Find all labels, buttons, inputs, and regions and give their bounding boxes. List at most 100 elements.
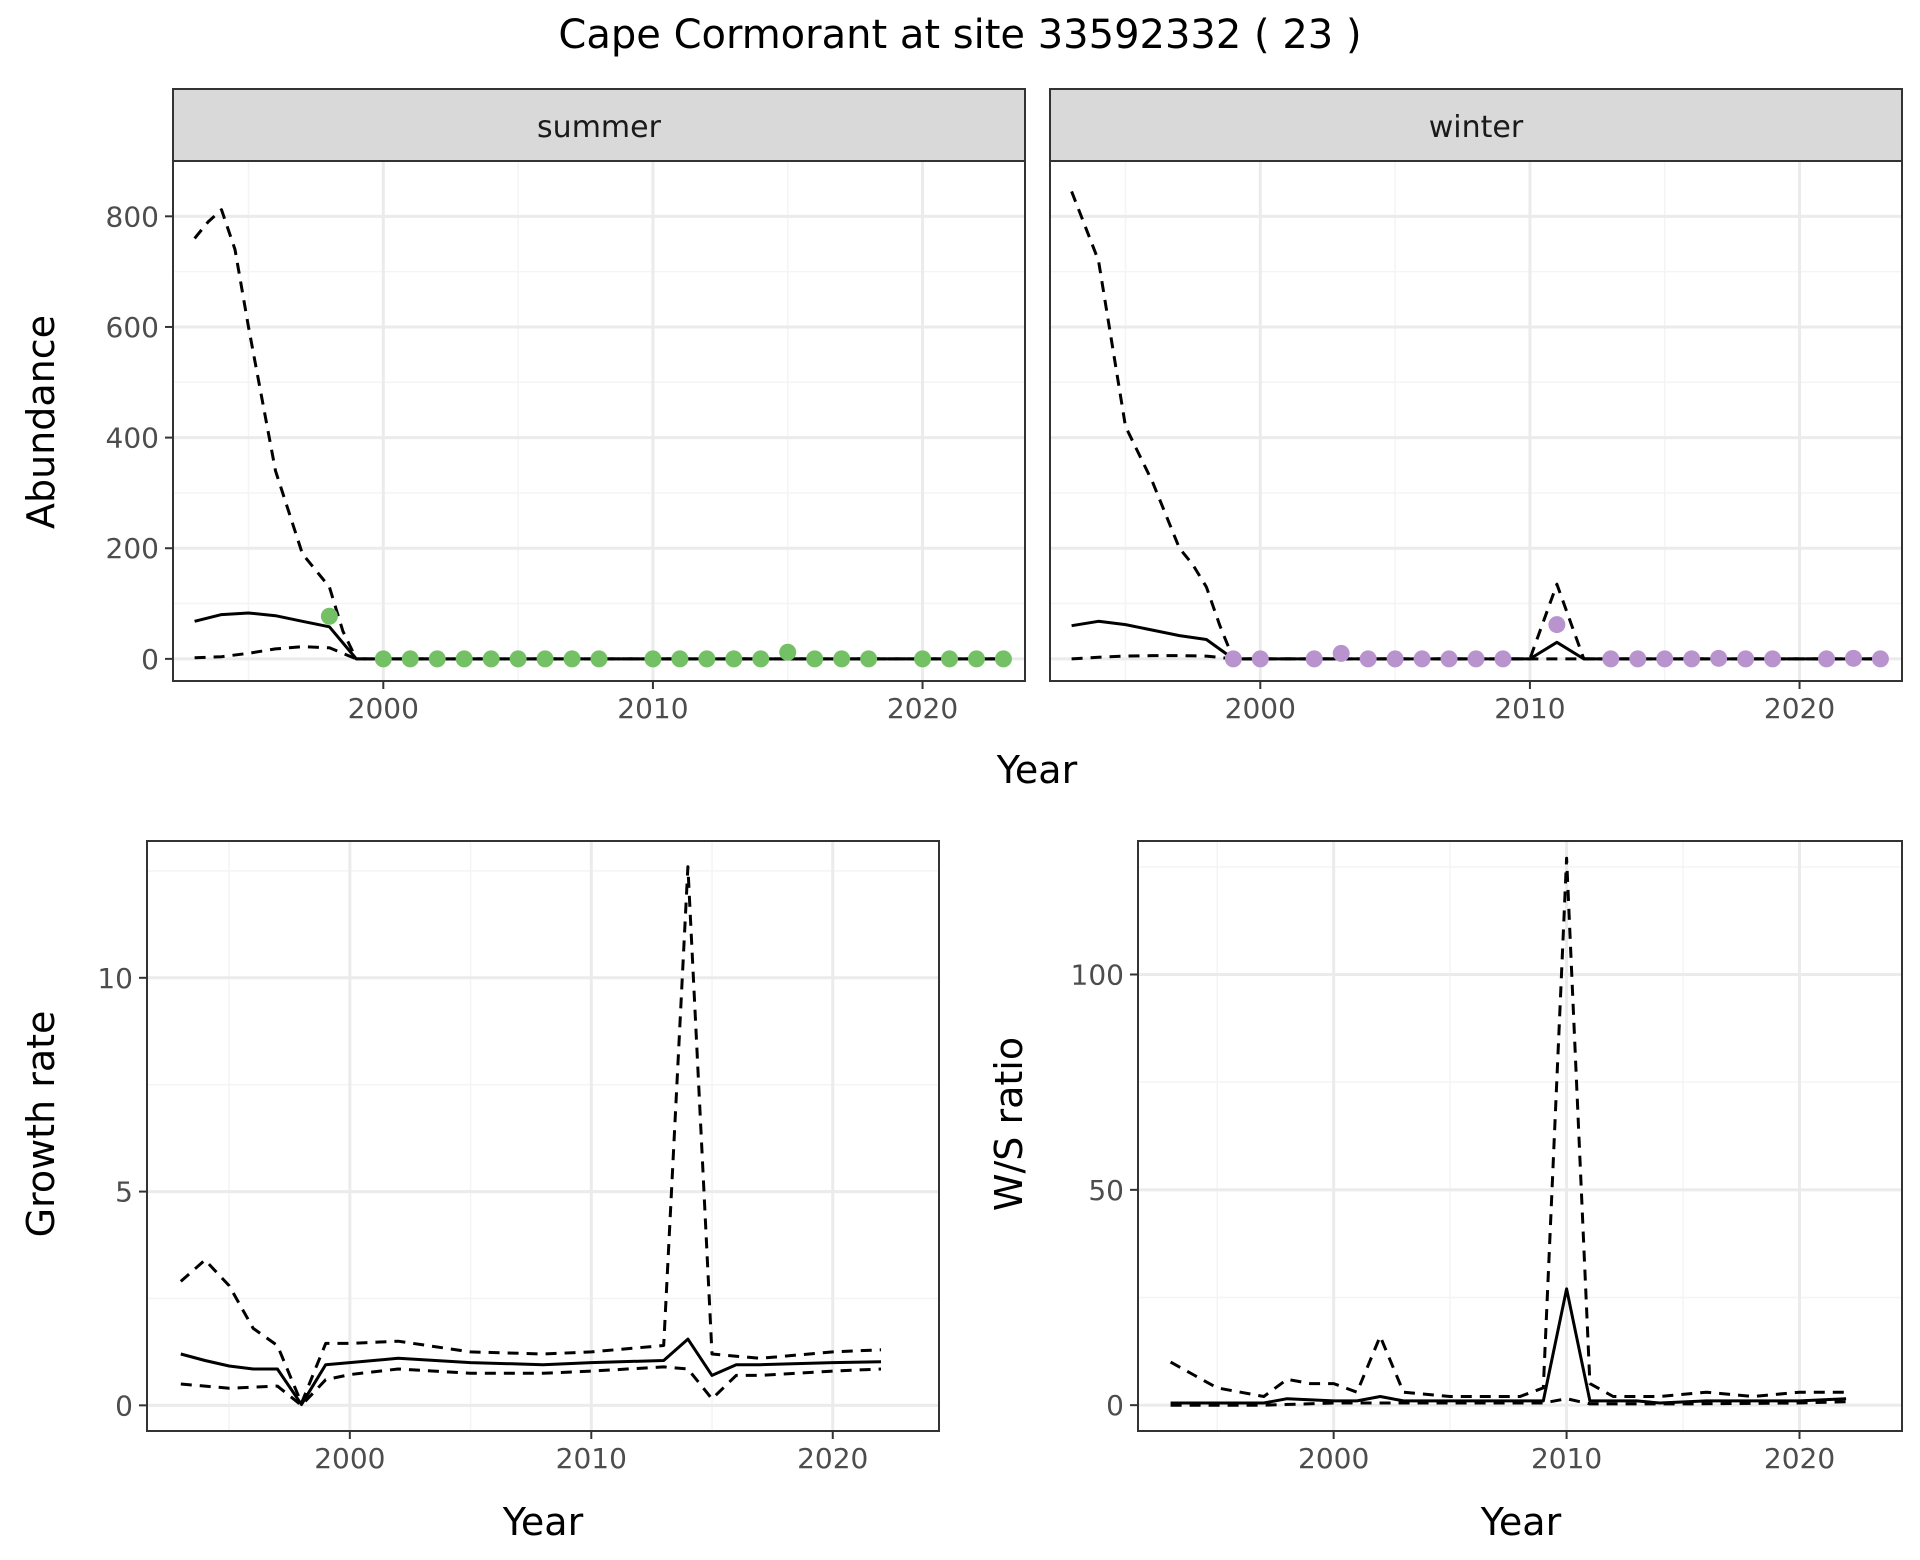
observed-point — [1467, 650, 1485, 668]
observed-point — [1440, 650, 1458, 668]
y-tick-label: 600 — [106, 311, 159, 344]
abundance-y-axis-title: Abundance — [19, 315, 63, 529]
observed-point — [779, 643, 797, 661]
observed-point — [455, 650, 473, 668]
x-tick-label: 2010 — [1531, 1442, 1602, 1475]
observed-point — [1413, 650, 1431, 668]
x-tick-label: 2020 — [797, 1442, 868, 1475]
winter-strip-label: winter — [1429, 110, 1524, 145]
observed-point — [536, 650, 554, 668]
estimate-line — [180, 1337, 882, 1406]
observed-point — [1332, 644, 1350, 662]
lower-bound-line — [1170, 1397, 1847, 1407]
upper-bound-line — [179, 865, 882, 1405]
observed-point — [1710, 649, 1728, 667]
observed-point — [1305, 650, 1323, 668]
y-tick-label: 50 — [1088, 1174, 1124, 1207]
observed-point — [914, 650, 932, 668]
observed-point — [1251, 650, 1269, 668]
observed-point — [1844, 649, 1862, 667]
observed-point — [1818, 650, 1836, 668]
plot-border — [146, 840, 940, 1432]
y-tick-label: 10 — [97, 962, 133, 995]
observed-point — [806, 650, 824, 668]
winter-plot: 2000 2010 2020 — [1049, 160, 1903, 725]
observed-point — [1764, 650, 1782, 668]
summer-strip — [172, 88, 1026, 162]
winter-facet: winter 2000 2010 2020 — [1049, 88, 1903, 725]
observed-point — [1386, 650, 1404, 668]
chart-title: Cape Cormorant at site 33592332 ( 23 ) — [558, 12, 1361, 58]
observed-point — [509, 650, 527, 668]
observed-point — [401, 650, 419, 668]
y-tick-label: 800 — [106, 200, 159, 233]
plot-border — [1137, 840, 1903, 1432]
x-tick-label: 2010 — [1494, 692, 1565, 725]
growth-y-axis-title: Growth rate — [19, 1011, 63, 1238]
observed-point — [1656, 650, 1674, 668]
series-lines — [1169, 856, 1847, 1407]
lower-bound-line — [180, 1365, 882, 1407]
x-tick-label: 2000 — [314, 1442, 385, 1475]
plot-background — [173, 161, 1025, 681]
abundance-x-axis-title: Year — [996, 748, 1078, 792]
observed-point — [1629, 650, 1647, 668]
plot-background — [1138, 841, 1902, 1431]
observed-point — [1224, 650, 1242, 668]
winter-strip — [1049, 88, 1903, 162]
x-tick-label: 2020 — [1764, 692, 1835, 725]
x-tick-label: 2000 — [348, 692, 419, 725]
observed-point — [590, 650, 608, 668]
observed-point — [1683, 650, 1701, 668]
observed-point — [833, 650, 851, 668]
plot-background — [1050, 161, 1902, 681]
observed-point — [1548, 616, 1566, 634]
x-tick-label: 2020 — [1764, 1442, 1835, 1475]
x-tick-label: 2000 — [1298, 1442, 1369, 1475]
observed-point — [1737, 650, 1755, 668]
y-tick-label: 0 — [141, 643, 159, 676]
plot-background — [147, 841, 939, 1431]
observed-point — [428, 650, 446, 668]
y-tick-label: 5 — [115, 1176, 133, 1209]
estimate-line — [1170, 1287, 1847, 1405]
ratio-y-axis-title: W/S ratio — [987, 1037, 1031, 1211]
observed-point — [967, 650, 985, 668]
growth-plot: 2000 2010 2020 0 5 10 — [97, 840, 940, 1475]
x-tick-label: 2010 — [556, 1442, 627, 1475]
ratio-x-axis-title: Year — [1480, 1500, 1562, 1544]
observed-point — [1602, 650, 1620, 668]
observed-point — [1359, 650, 1377, 668]
growth-x-axis-title: Year — [502, 1500, 584, 1544]
ratio-plot: 2000 2010 2020 0 50 100 — [1071, 840, 1903, 1475]
abundance-panel: summer 2000 2010 2020 0 200 400 600 800 winter … — [19, 88, 1903, 792]
x-tick-label: 2010 — [617, 692, 688, 725]
observed-point — [752, 650, 770, 668]
ratio-panel: 2000 2010 2020 0 50 100 Year W/S ratio — [987, 840, 1903, 1544]
series-lines — [179, 865, 882, 1407]
observed-point — [644, 650, 662, 668]
y-tick-label: 0 — [1106, 1389, 1124, 1422]
y-tick-label: 200 — [106, 532, 159, 565]
observed-point — [941, 650, 959, 668]
x-tick-label: 2000 — [1225, 692, 1296, 725]
plot-border — [172, 160, 1026, 682]
observed-point — [698, 650, 716, 668]
summer-strip-label: summer — [537, 110, 662, 145]
upper-bound-line — [1169, 856, 1847, 1398]
plot-border — [1049, 160, 1903, 682]
upper-bound-line — [1070, 190, 1881, 661]
observed-point — [563, 650, 581, 668]
summer-plot: 2000 2010 2020 0 200 400 600 800 — [106, 160, 1026, 725]
observed-point — [482, 650, 500, 668]
observed-point — [1871, 650, 1889, 668]
observed-point — [1494, 650, 1512, 668]
observed-point — [671, 650, 689, 668]
observed-point — [994, 650, 1012, 668]
x-tick-label: 2020 — [887, 692, 958, 725]
observed-point — [725, 650, 743, 668]
y-tick-label: 0 — [115, 1389, 133, 1422]
observed-point — [320, 607, 338, 625]
summer-facet: summer 2000 2010 2020 0 200 400 600 800 — [106, 88, 1026, 725]
